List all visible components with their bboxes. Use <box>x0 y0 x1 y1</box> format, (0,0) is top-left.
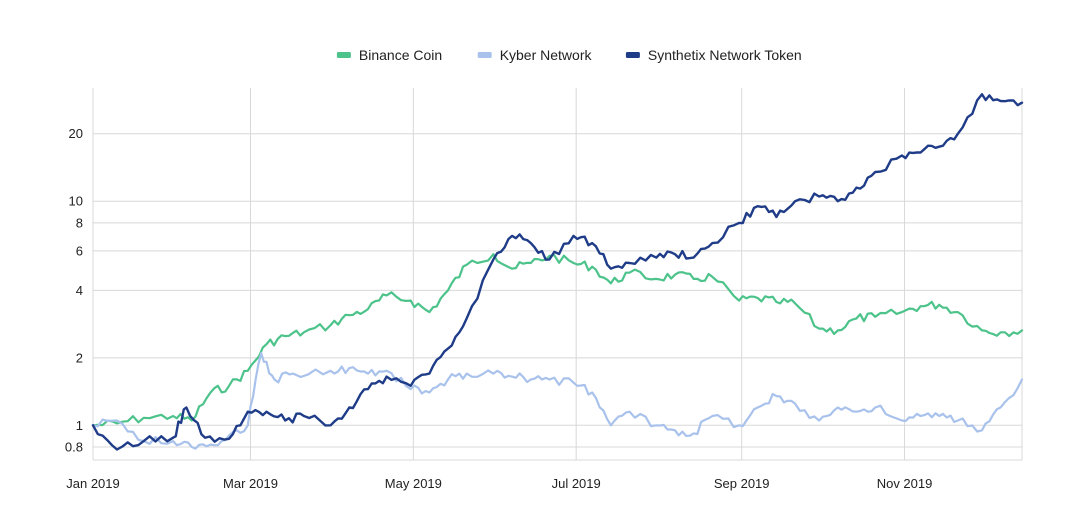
series-line-kyber-network <box>91 352 1024 450</box>
y-tick-label: 2 <box>76 350 83 365</box>
legend-swatch <box>477 52 492 58</box>
x-tick-label: May 2019 <box>385 476 442 491</box>
x-tick-label: Mar 2019 <box>223 476 278 491</box>
axis-tick-labels: Jan 2019 Mar 2019 May 2019 Jul 2019 Sep 2019… <box>65 126 932 491</box>
legend-item-synthetix-network-token: Synthetix Network Token <box>625 47 802 63</box>
series-lines <box>91 93 1024 451</box>
series-line-binance-coin <box>91 253 1024 427</box>
y-tick-label: 0.8 <box>65 440 83 455</box>
legend: Binance Coin Kyber Network Synthetix Netwo… <box>336 47 802 63</box>
y-tick-label: 4 <box>76 283 83 298</box>
legend-swatch <box>625 52 640 58</box>
y-tick-label: 1 <box>76 418 83 433</box>
legend-label: Binance Coin <box>359 47 442 63</box>
legend-label: Kyber Network <box>500 47 593 63</box>
y-tick-label: 20 <box>69 126 83 141</box>
x-tick-label: Sep 2019 <box>714 476 770 491</box>
legend-label: Synthetix Network Token <box>648 47 802 63</box>
y-tick-label: 10 <box>69 194 83 209</box>
legend-item-binance-coin: Binance Coin <box>336 47 442 63</box>
x-tick-label: Nov 2019 <box>877 476 933 491</box>
legend-swatch <box>336 52 351 58</box>
gridlines <box>92 88 1023 461</box>
x-tick-label: Jul 2019 <box>552 476 601 491</box>
legend-item-kyber-network: Kyber Network <box>477 47 593 63</box>
series-line-synthetix-network-token <box>91 93 1024 451</box>
x-tick-label: Jan 2019 <box>66 476 120 491</box>
y-tick-label: 8 <box>76 215 83 230</box>
y-tick-label: 6 <box>76 243 83 258</box>
